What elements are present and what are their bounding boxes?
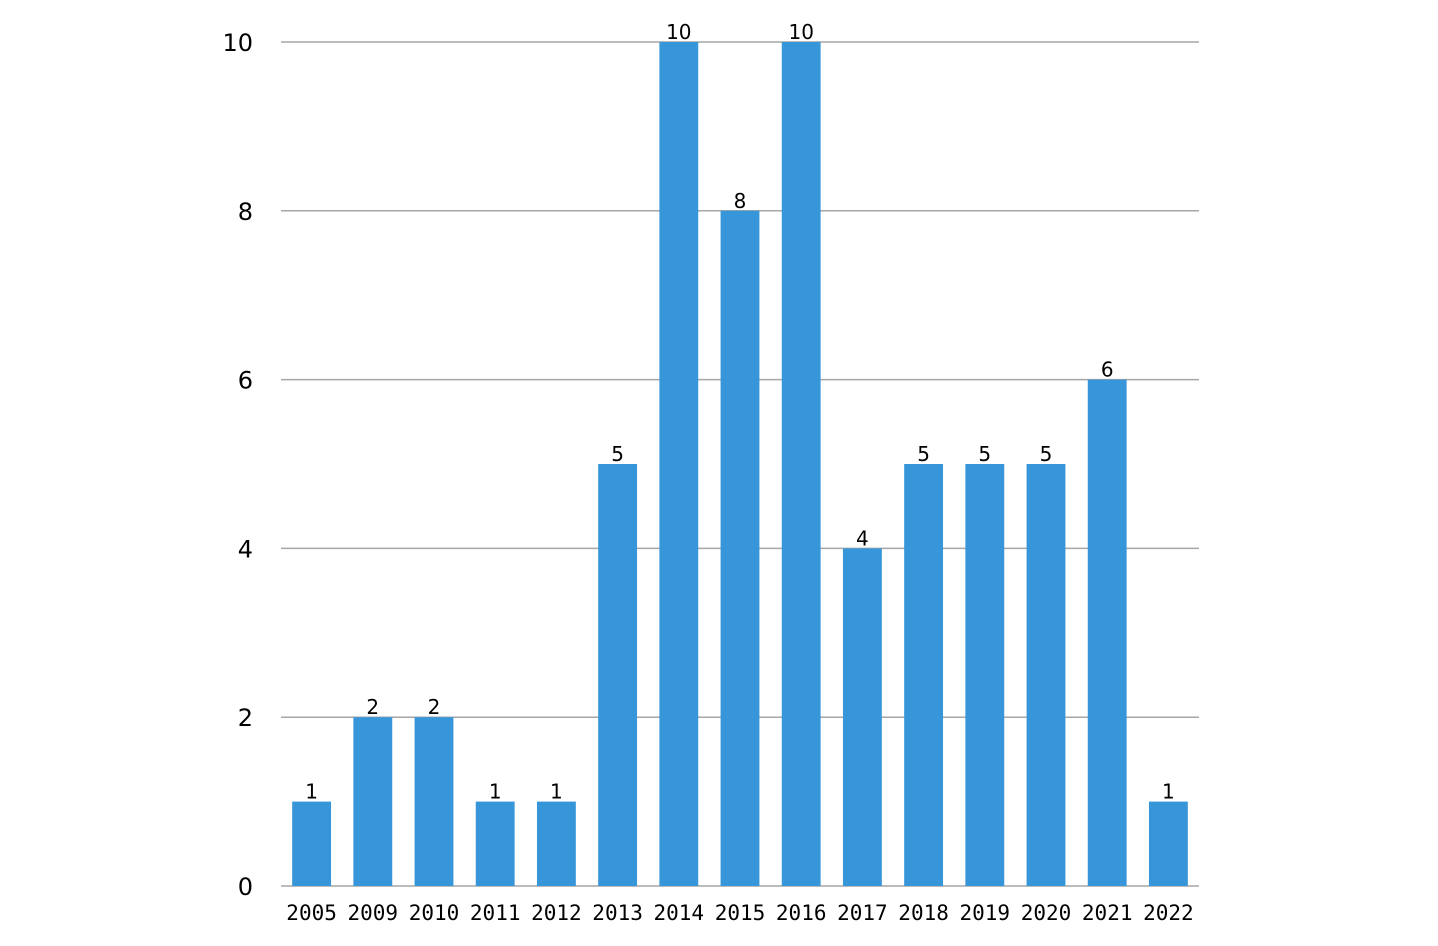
x-tick-label-2018: 2018 — [898, 901, 949, 925]
data-label-2021: 6 — [1101, 358, 1114, 382]
bar-2011 — [475, 801, 515, 886]
bar-2017 — [842, 548, 882, 886]
x-tick-label-2014: 2014 — [654, 901, 705, 925]
bar-2019 — [965, 464, 1005, 886]
x-tick-label-2012: 2012 — [531, 901, 582, 925]
data-label-2010: 2 — [428, 695, 441, 719]
x-tick-label-2017: 2017 — [837, 901, 888, 925]
bar-2015 — [720, 210, 760, 887]
data-label-2009: 2 — [366, 695, 379, 719]
data-label-2014: 10 — [666, 20, 691, 44]
x-tick-label-2020: 2020 — [1021, 901, 1072, 925]
bar-2020 — [1026, 464, 1066, 886]
data-label-2016: 10 — [788, 20, 813, 44]
y-tick-label: 8 — [238, 198, 253, 226]
x-tick-label-2021: 2021 — [1082, 901, 1133, 925]
data-label-2011: 1 — [489, 780, 502, 804]
bar-2012 — [536, 801, 576, 886]
data-label-2013: 5 — [611, 442, 624, 466]
bar-2013 — [598, 464, 638, 886]
data-label-2017: 4 — [856, 526, 869, 550]
bar-2018 — [904, 464, 944, 886]
bar-2014 — [659, 42, 699, 886]
x-tick-label-2011: 2011 — [470, 901, 521, 925]
bars — [292, 42, 1188, 887]
bar-2022 — [1148, 801, 1188, 886]
data-label-2018: 5 — [917, 442, 930, 466]
data-label-2022: 1 — [1162, 780, 1175, 804]
bar-2009 — [353, 717, 393, 886]
x-tick-label-2010: 2010 — [409, 901, 460, 925]
y-tick-label: 4 — [238, 535, 253, 563]
data-label-2020: 5 — [1040, 442, 1053, 466]
x-tick-label-2009: 2009 — [348, 901, 399, 925]
bar-2010 — [414, 717, 454, 886]
y-tick-label: 6 — [238, 367, 253, 395]
bar-2016 — [781, 42, 821, 886]
x-axis: 2005 2009 2010 2011 2012 2013 2014 2015 2016 2017… — [286, 901, 1193, 925]
data-label-2019: 5 — [978, 442, 991, 466]
y-tick-label: 2 — [238, 704, 253, 732]
y-axis: 0 2 4 6 8 10 — [222, 29, 253, 901]
bar-2005 — [292, 801, 332, 886]
x-tick-label-2019: 2019 — [960, 901, 1011, 925]
data-label-2015: 8 — [734, 189, 747, 213]
data-label-2012: 1 — [550, 780, 563, 804]
x-tick-label-2013: 2013 — [592, 901, 643, 925]
x-tick-label-2005: 2005 — [286, 901, 337, 925]
bar-2021 — [1087, 379, 1127, 886]
data-labels: 1 2 2 1 1 5 10 8 10 4 5 5 5 6 1 — [305, 20, 1175, 804]
x-tick-label-2022: 2022 — [1143, 901, 1194, 925]
data-label-2005: 1 — [305, 780, 318, 804]
x-tick-label-2015: 2015 — [715, 901, 766, 925]
y-tick-label: 10 — [222, 29, 253, 57]
y-tick-label: 0 — [238, 873, 253, 901]
x-tick-label-2016: 2016 — [776, 901, 827, 925]
